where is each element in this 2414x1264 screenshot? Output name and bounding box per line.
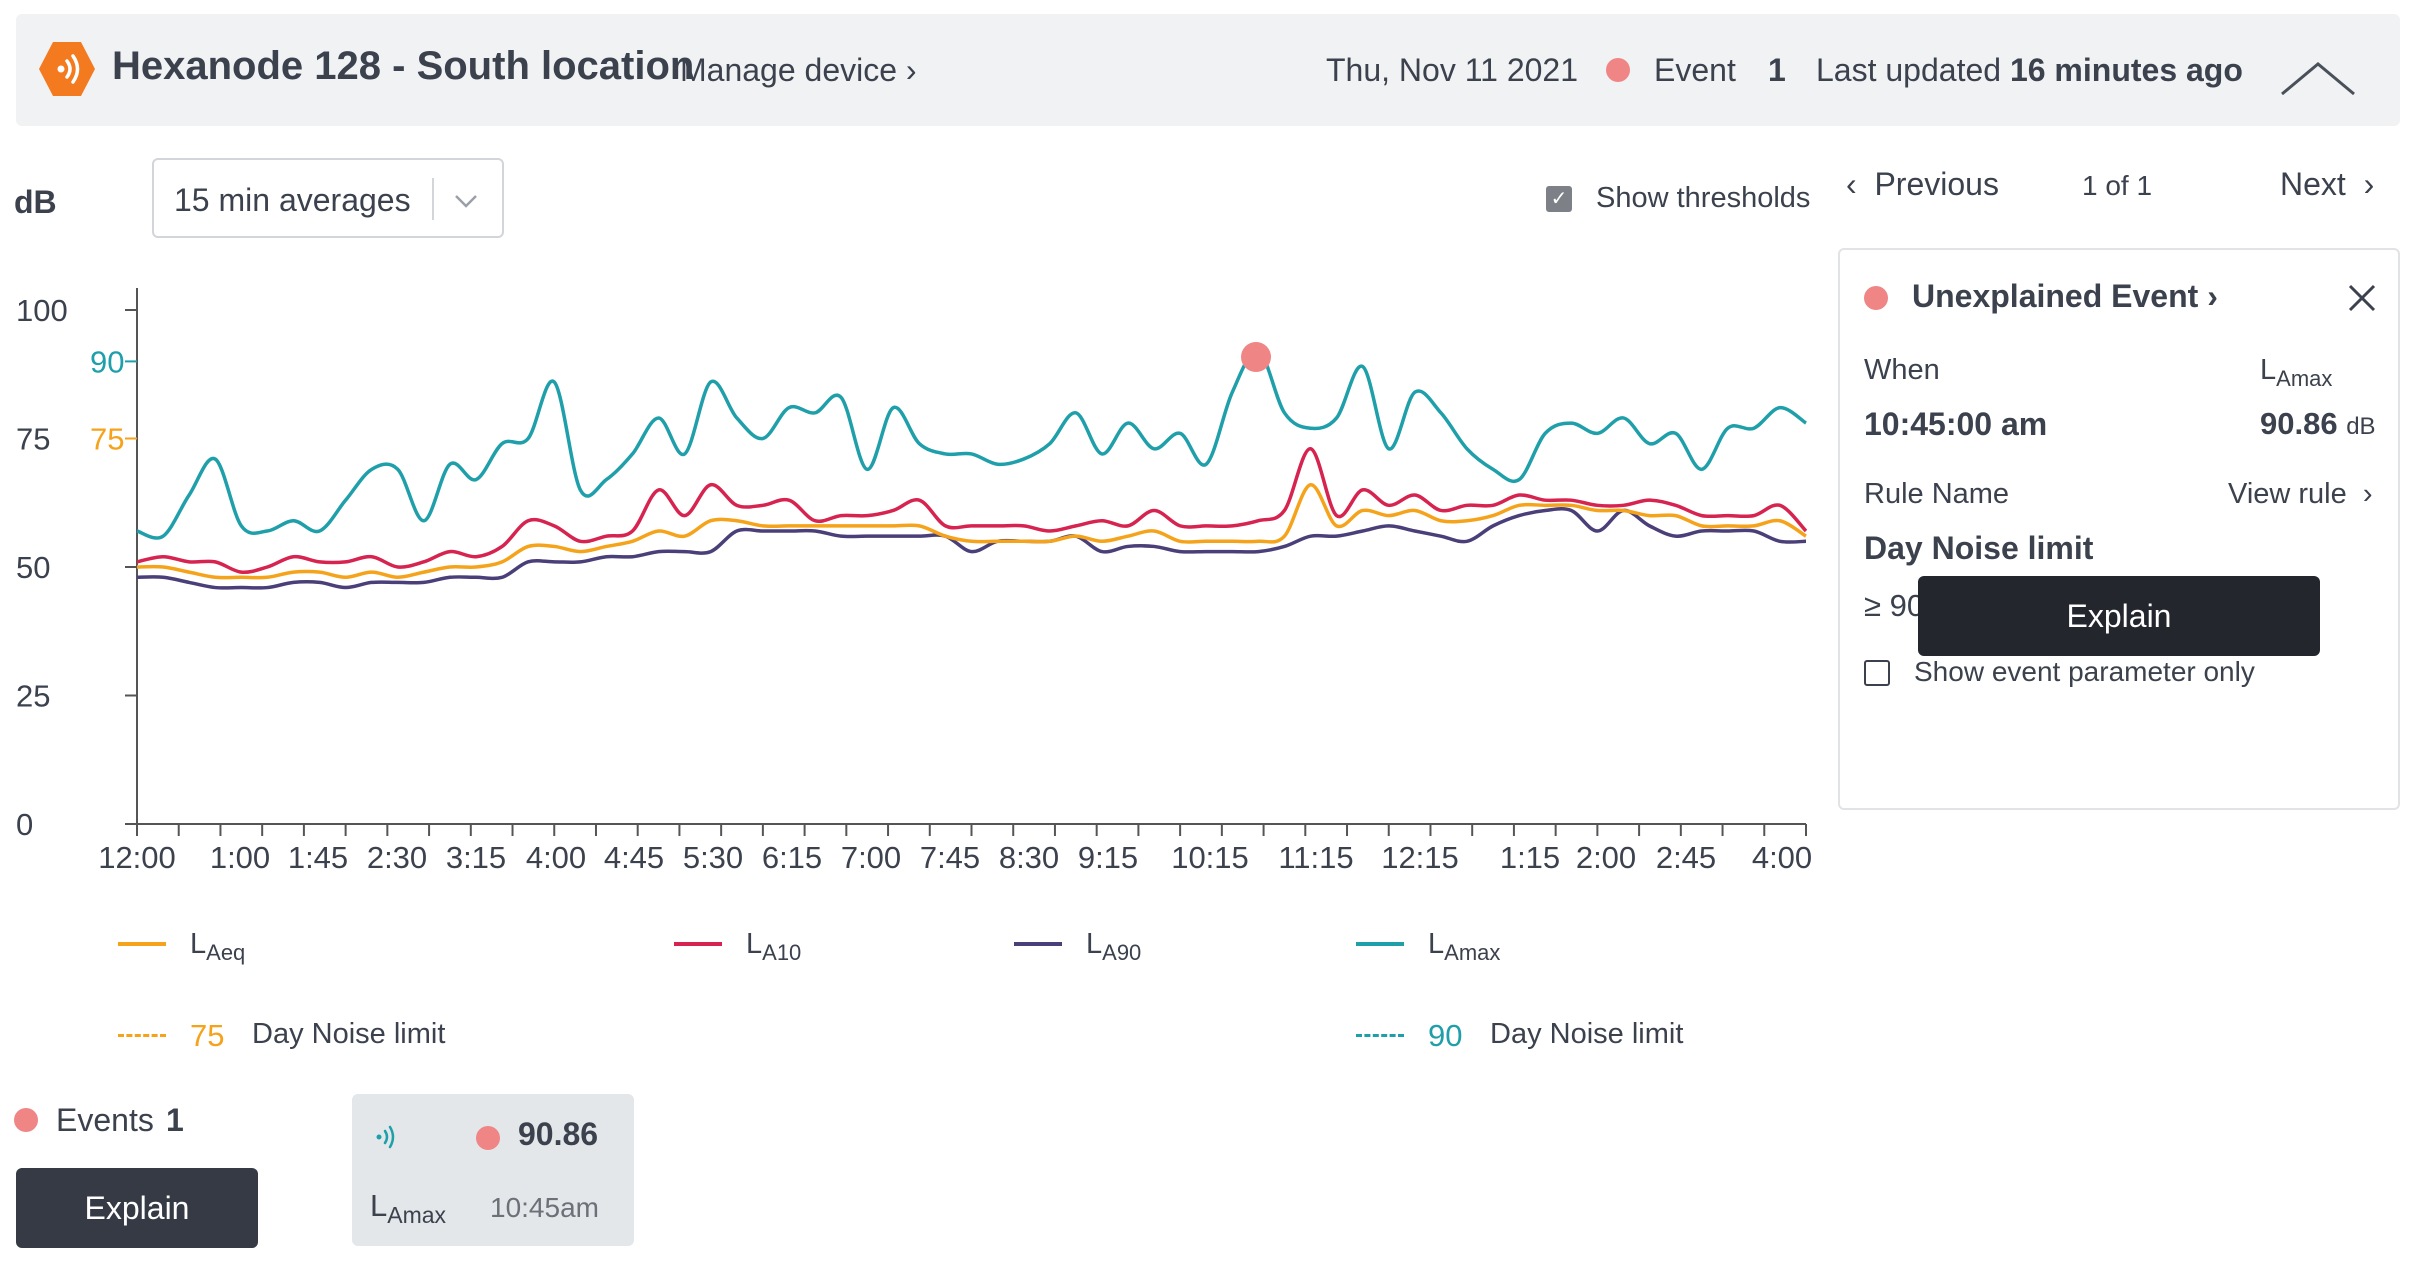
- view-rule-link[interactable]: View rule ›: [2228, 478, 2373, 510]
- when-label: When: [1864, 354, 1940, 386]
- series-line-la90: [136, 506, 1807, 590]
- show-event-parameter-label: Show event parameter only: [1914, 656, 2255, 687]
- series-line-la10: [136, 447, 1808, 575]
- y-tick-label: 75: [16, 422, 50, 457]
- legend-threshold-swatch-90: [1356, 1034, 1404, 1037]
- threshold-label-90: 90: [90, 344, 124, 379]
- device-title: Hexanode 128 - South location: [112, 44, 695, 88]
- parameter-label: LAmax: [2260, 354, 2333, 391]
- legend-label-lamax: LAmax: [1428, 928, 1501, 965]
- header-event-count: 1: [1768, 52, 1786, 88]
- x-tick-label: 4:00: [526, 840, 586, 870]
- event-time: 10:45:00 am: [1864, 406, 2048, 442]
- x-tick-label: 12:15: [1381, 840, 1459, 870]
- last-updated-value: 16 minutes ago: [2009, 52, 2243, 88]
- legend-threshold-value-90: 90: [1428, 1018, 1463, 1053]
- legend-swatch-lamax: [1356, 942, 1404, 946]
- averaging-select-value: 15 min averages: [174, 182, 411, 218]
- event-value: 90.86 dB: [2260, 406, 2376, 441]
- close-icon[interactable]: [2344, 280, 2380, 316]
- header-event-label: Event: [1654, 52, 1736, 88]
- select-separator: [432, 178, 434, 220]
- unit-label: dB: [14, 184, 57, 220]
- x-tick-label: 2:45: [1656, 840, 1716, 870]
- legend-swatch-la10: [674, 942, 722, 946]
- manage-device-link[interactable]: Manage device ›: [680, 52, 917, 88]
- chevron-down-icon: [455, 195, 477, 208]
- legend-swatch-la90: [1014, 942, 1062, 946]
- averaging-select[interactable]: 15 min averages: [152, 158, 504, 238]
- noise-chart-svg: 0 25 50 75 100 90 75 12:00 1:00 1:45 2:30 3:15 4:00 4…: [16, 288, 1812, 875]
- event-card-time: 10:45am: [490, 1192, 599, 1223]
- event-card-dot: [476, 1126, 500, 1150]
- rule-name-label: Rule Name: [1864, 478, 2010, 510]
- x-tick-label: 2:30: [367, 840, 427, 870]
- event-title-link[interactable]: Unexplained Event ›: [1912, 278, 2218, 314]
- legend-threshold-label-75: Day Noise limit: [252, 1018, 446, 1050]
- x-tick-label: 12:00: [98, 840, 176, 870]
- legend-threshold-label-90: Day Noise limit: [1490, 1018, 1684, 1050]
- x-tick-label: 2:00: [1576, 840, 1636, 870]
- event-status-dot: [1606, 58, 1630, 82]
- legend-label-laeq: LAeq: [190, 928, 246, 965]
- explain-button-summary[interactable]: Explain: [16, 1168, 258, 1248]
- pager-text: 1 of 1: [2082, 170, 2153, 201]
- next-event-button[interactable]: Next ›: [2280, 166, 2375, 202]
- event-detail-panel: Unexplained Event › When LAmax 10:45:00 …: [1838, 248, 2400, 810]
- x-tick-label: 3:15: [446, 840, 506, 870]
- event-marker: [1241, 341, 1271, 372]
- x-tick-label: 11:15: [1278, 840, 1353, 870]
- x-tick-label: 1:45: [288, 840, 348, 870]
- threshold-label-75: 75: [90, 422, 124, 457]
- legend-label-la10: LA10: [746, 928, 802, 965]
- chevron-up-icon[interactable]: [2278, 58, 2358, 98]
- x-tick-label: 8:30: [999, 840, 1059, 870]
- x-tick-label: 9:15: [1078, 840, 1138, 870]
- x-tick-label: 1:15: [1500, 840, 1560, 870]
- x-tick-label: 4:00: [1752, 840, 1812, 870]
- event-card[interactable]: 90.86 LAmax 10:45am: [352, 1094, 634, 1246]
- last-updated-prefix: Last updated: [1816, 52, 2002, 88]
- rule-name: Day Noise limit: [1864, 530, 2094, 566]
- y-tick-label: 25: [16, 679, 50, 714]
- events-dot: [14, 1108, 38, 1132]
- explain-button-panel[interactable]: Explain: [1918, 576, 2320, 656]
- x-tick-label: 7:00: [841, 840, 901, 870]
- y-tick-label: 50: [16, 550, 50, 585]
- legend-threshold-swatch-75: [118, 1034, 166, 1037]
- x-tick-label: 6:15: [762, 840, 822, 870]
- y-tick-label: 0: [16, 807, 33, 842]
- legend-swatch-laeq: [118, 942, 166, 946]
- legend-threshold-value-75: 75: [190, 1018, 225, 1053]
- last-updated: Last updated 16 minutes ago: [1816, 52, 2243, 89]
- series-line-laeq: [136, 483, 1807, 580]
- y-tick-label: 100: [16, 293, 68, 328]
- show-thresholds-checkbox[interactable]: ✓: [1546, 186, 1572, 212]
- header-date: Thu, Nov 11 2021: [1326, 52, 1579, 88]
- event-status-dot: [1864, 286, 1888, 310]
- noise-chart: 0 25 50 75 100 90 75 12:00 1:00 1:45 2:30 3:15 4:00 4…: [0, 270, 1820, 875]
- legend-label-la90: LA90: [1086, 928, 1142, 965]
- x-tick-label: 1:00: [210, 840, 270, 870]
- event-card-parameter: LAmax: [370, 1188, 447, 1229]
- show-event-parameter-checkbox[interactable]: [1864, 660, 1890, 686]
- events-label: Events: [56, 1102, 154, 1138]
- series-line-lamax: [136, 349, 1808, 540]
- previous-event-button[interactable]: ‹ Previous: [1846, 166, 1999, 202]
- x-tick-label: 10:15: [1171, 840, 1249, 870]
- device-header: Hexanode 128 - South location Manage dev…: [16, 14, 2400, 126]
- x-tick-label: 7:45: [920, 840, 980, 870]
- show-thresholds-label: Show thresholds: [1596, 182, 1811, 214]
- events-count: 1: [166, 1102, 184, 1138]
- event-card-value: 90.86: [518, 1116, 599, 1152]
- x-tick-label: 4:45: [604, 840, 664, 870]
- x-tick-label: 5:30: [683, 840, 743, 870]
- sound-sensor-icon: [39, 42, 95, 96]
- sound-wave-icon: [376, 1125, 395, 1149]
